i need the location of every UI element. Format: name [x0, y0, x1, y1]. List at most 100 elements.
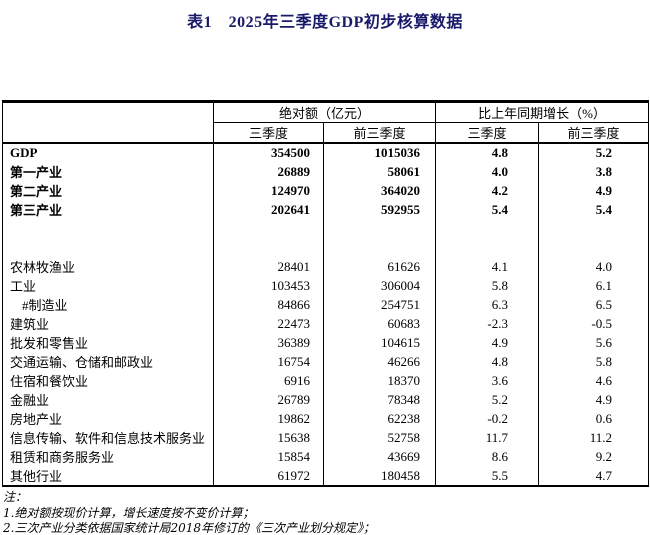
table-row: 第一产业 26889 58061 4.0 3.8	[2, 162, 650, 181]
absolute-first-three-quarters-cell: 364020	[322, 181, 437, 200]
growth-first-three-quarters-cell: 4.9	[538, 181, 650, 200]
table-row: 工业 103453 306004 5.8 6.1	[2, 276, 650, 295]
growth-first-three-quarters-cell: 0.6	[538, 409, 650, 428]
gdp-table: 绝对额（亿元） 比上年同期增长（%） 三季度 前三季度 三季度 前三季度 GDP…	[2, 100, 650, 487]
absolute-first-three-quarters-cell: 592955	[322, 200, 437, 219]
absolute-first-three-quarters-cell: 62238	[322, 409, 437, 428]
absolute-q3-cell: 6916	[213, 371, 324, 390]
page-title: 表1 2025年三季度GDP初步核算数据	[187, 14, 463, 31]
growth-first-three-quarters-cell: 4.7	[538, 466, 650, 487]
absolute-first-three-quarters-cell: 46266	[322, 352, 437, 371]
growth-q3-cell: 5.4	[435, 200, 540, 219]
row-label-cell: 第二产业	[2, 181, 214, 200]
absolute-first-three-quarters-cell: 52758	[322, 428, 437, 447]
growth-q3-cell: 4.8	[435, 143, 540, 162]
growth-first-three-quarters-cell: 6.5	[538, 295, 650, 314]
growth-first-three-quarters-cell: 6.1	[538, 276, 650, 295]
row-label-cell: 租赁和商务服务业	[2, 447, 214, 466]
subheader-absolute-q3: 三季度	[213, 122, 324, 144]
growth-q3-cell: 3.6	[435, 371, 540, 390]
absolute-q3-cell: 202641	[213, 200, 324, 219]
row-label-cell: 住宿和餐饮业	[2, 371, 214, 390]
absolute-q3-cell: 15638	[213, 428, 324, 447]
growth-q3-cell: 5.2	[435, 390, 540, 409]
growth-q3-cell: 8.6	[435, 447, 540, 466]
growth-q3-cell: 4.1	[435, 257, 540, 276]
row-label-cell: 金融业	[2, 390, 214, 409]
table-row: #制造业 84866 254751 6.3 6.5	[2, 295, 650, 314]
note-line: 2.三次产业分类依据国家统计局2018年修订的《三次产业划分规定》；	[3, 521, 375, 535]
table-row: 房地产业 19862 62238 -0.2 0.6	[2, 409, 650, 428]
absolute-first-three-quarters-cell: 58061	[322, 162, 437, 181]
growth-first-three-quarters-cell: 4.0	[538, 257, 650, 276]
row-label-cell: 其他行业	[2, 466, 214, 487]
absolute-first-three-quarters-cell: 60683	[322, 314, 437, 333]
table-row: 交通运输、仓储和邮政业 16754 46266 4.8 5.8	[2, 352, 650, 371]
absolute-q3-cell: 26789	[213, 390, 324, 409]
growth-first-three-quarters-cell: 11.2	[538, 428, 650, 447]
absolute-q3-cell: 36389	[213, 333, 324, 352]
header-growth-group: 比上年同期增长（%）	[435, 100, 650, 123]
table-row: 建筑业 22473 60683 -2.3 -0.5	[2, 314, 650, 333]
absolute-q3-cell: 61972	[213, 466, 324, 487]
growth-first-three-quarters-cell: 9.2	[538, 447, 650, 466]
table-notes: 注： 1.绝对额按现价计算，增长速度按不变价计算； 2.三次产业分类依据国家统计…	[3, 490, 650, 535]
absolute-first-three-quarters-cell: 306004	[322, 276, 437, 295]
absolute-q3-cell: 22473	[213, 314, 324, 333]
table-row: 其他行业 61972 180458 5.5 4.7	[2, 466, 650, 487]
table-row: GDP 354500 1015036 4.8 5.2	[2, 143, 650, 162]
growth-first-three-quarters-cell	[538, 219, 650, 257]
table-row: 第三产业 202641 592955 5.4 5.4	[2, 200, 650, 219]
growth-first-three-quarters-cell: 5.6	[538, 333, 650, 352]
row-label-cell: 交通运输、仓储和邮政业	[2, 352, 214, 371]
growth-q3-cell: 5.8	[435, 276, 540, 295]
absolute-q3-cell: 19862	[213, 409, 324, 428]
growth-first-three-quarters-cell: -0.5	[538, 314, 650, 333]
table-header: 绝对额（亿元） 比上年同期增长（%） 三季度 前三季度 三季度 前三季度	[2, 100, 650, 144]
absolute-q3-cell: 15854	[213, 447, 324, 466]
subheader-growth-q3: 三季度	[435, 122, 540, 144]
table-body: GDP 354500 1015036 4.8 5.2 第一产业 26889 58061 4.0 3…	[2, 143, 650, 487]
absolute-first-three-quarters-cell: 254751	[322, 295, 437, 314]
growth-q3-cell: 5.5	[435, 466, 540, 487]
table-row: 金融业 26789 78348 5.2 4.9	[2, 390, 650, 409]
absolute-first-three-quarters-cell	[322, 219, 437, 257]
table-row: 批发和零售业 36389 104615 4.9 5.6	[2, 333, 650, 352]
spacer-row	[2, 219, 650, 257]
row-label-cell: 工业	[2, 276, 214, 295]
absolute-q3-cell: 124970	[213, 181, 324, 200]
table-row: 第二产业 124970 364020 4.2 4.9	[2, 181, 650, 200]
growth-first-three-quarters-cell: 4.6	[538, 371, 650, 390]
growth-first-three-quarters-cell: 5.4	[538, 200, 650, 219]
absolute-q3-cell	[213, 219, 324, 257]
row-label-cell: 建筑业	[2, 314, 214, 333]
absolute-first-three-quarters-cell: 61626	[322, 257, 437, 276]
growth-q3-cell: -0.2	[435, 409, 540, 428]
absolute-first-three-quarters-cell: 180458	[322, 466, 437, 487]
subheader-growth-first-three-quarters: 前三季度	[538, 122, 650, 144]
absolute-q3-cell: 16754	[213, 352, 324, 371]
corner-header-cell	[2, 100, 214, 144]
notes-heading: 注：	[3, 490, 28, 504]
growth-first-three-quarters-cell: 4.9	[538, 390, 650, 409]
header-absolute-group: 绝对额（亿元）	[212, 100, 437, 123]
absolute-first-three-quarters-cell: 1015036	[322, 143, 437, 162]
growth-q3-cell: -2.3	[435, 314, 540, 333]
row-label-cell: #制造业	[2, 295, 214, 314]
growth-q3-cell: 4.8	[435, 352, 540, 371]
subheader-absolute-first-three-quarters: 前三季度	[322, 122, 437, 144]
growth-q3-cell	[435, 219, 540, 257]
absolute-q3-cell: 28401	[213, 257, 324, 276]
growth-q3-cell: 4.2	[435, 181, 540, 200]
table-row: 信息传输、软件和信息技术服务业 15638 52758 11.7 11.2	[2, 428, 650, 447]
growth-first-three-quarters-cell: 5.2	[538, 143, 650, 162]
note-line: 1.绝对额按现价计算，增长速度按不变价计算；	[3, 505, 255, 520]
row-label-cell: 第一产业	[2, 162, 214, 181]
absolute-first-three-quarters-cell: 18370	[322, 371, 437, 390]
absolute-first-three-quarters-cell: 43669	[322, 447, 437, 466]
row-label-cell	[2, 219, 214, 257]
growth-q3-cell: 11.7	[435, 428, 540, 447]
absolute-first-three-quarters-cell: 104615	[322, 333, 437, 352]
absolute-q3-cell: 354500	[213, 143, 324, 162]
table-row: 租赁和商务服务业 15854 43669 8.6 9.2	[2, 447, 650, 466]
